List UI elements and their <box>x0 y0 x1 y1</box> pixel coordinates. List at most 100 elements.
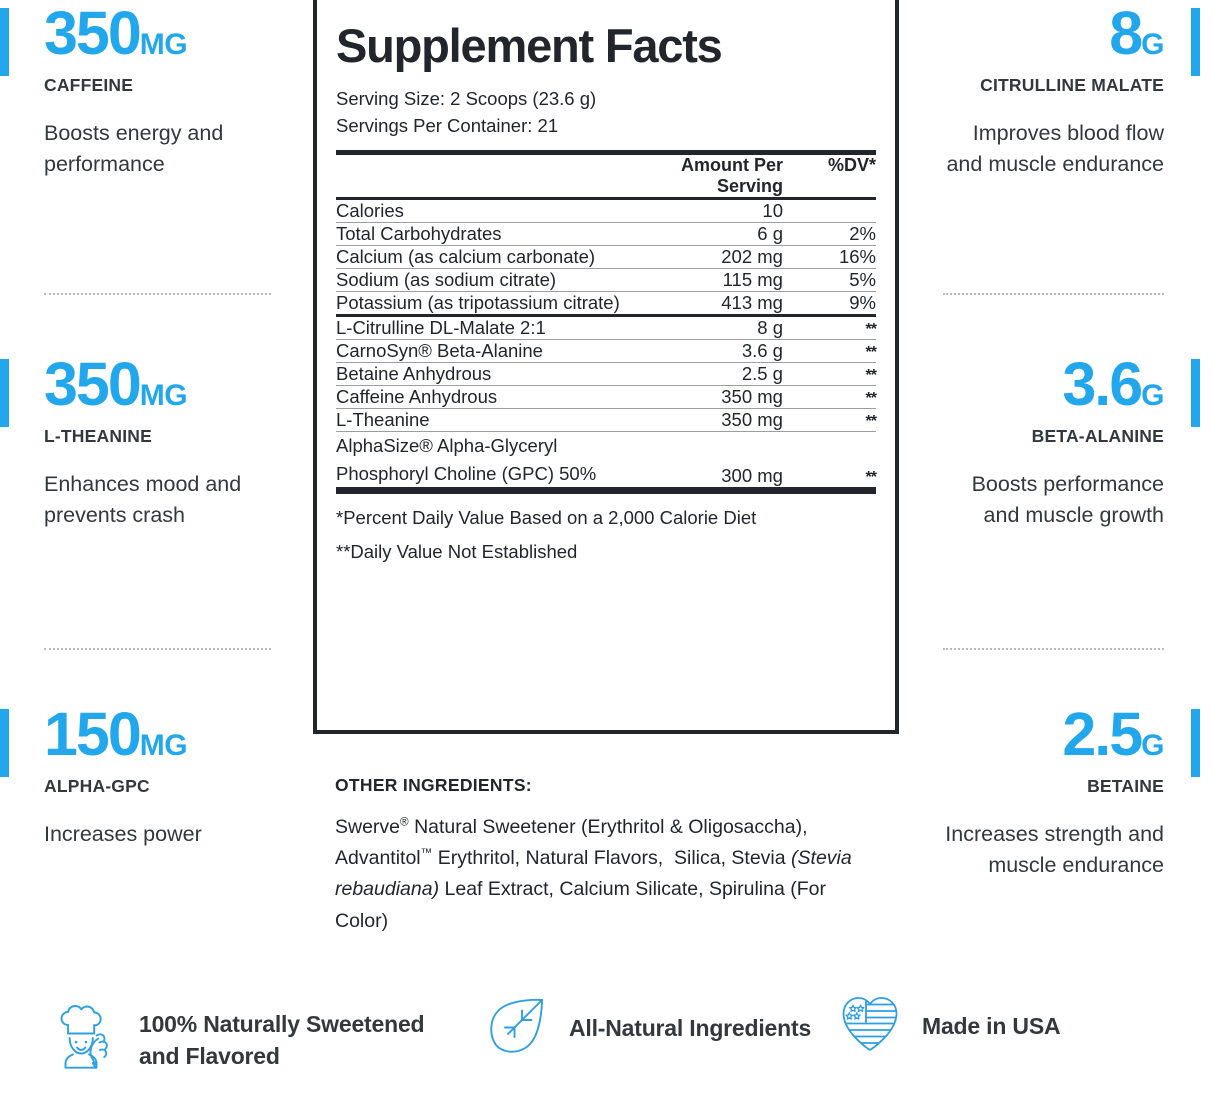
callout-benefit: Boosts performance and muscle growth <box>971 471 1164 528</box>
row-dv: ** <box>794 339 877 363</box>
row-amount: 2.5 g <box>643 362 795 386</box>
badge-naturally-sweetened: 100% Naturally Sweetened and Flavored <box>55 995 455 1074</box>
table-row: Potassium (as tripotassium citrate) 413 … <box>336 291 876 316</box>
other-ingredients-title: OTHER INGREDIENTS: <box>335 775 532 795</box>
rule-above-headers <box>336 150 876 156</box>
accent-bar-icon <box>1191 359 1200 427</box>
table-row: CarnoSyn® Beta-Alanine 3.6 g ** <box>336 339 877 363</box>
callout-ingredient-name: ALPHA-GPC <box>44 775 150 796</box>
row-name: Total Carbohydrates <box>336 222 644 246</box>
row-amount: 350 mg <box>643 408 795 432</box>
footnote-percent-dv: *Percent Daily Value Based on a 2,000 Ca… <box>336 507 757 529</box>
row-amount: 6 g <box>643 222 795 246</box>
table-row: Total Carbohydrates 6 g 2% <box>336 222 876 246</box>
callout-betaine: 2.5G BETAINE Increases strength and musc… <box>901 700 1214 882</box>
row-name: Calories <box>336 197 644 223</box>
row-dv <box>794 197 876 223</box>
table-row: AlphaSize® Alpha-Glyceryl Phosphoryl Cho… <box>336 431 877 488</box>
callout-ingredient-name: BETA-ALANINE <box>1031 425 1164 446</box>
row-dv: ** <box>794 408 877 432</box>
row-dv: ** <box>794 385 877 409</box>
badge-made-in-usa: Made in USA <box>840 995 1200 1058</box>
callout-benefit: Increases power <box>44 821 202 846</box>
supplement-facts-panel: Supplement Facts Serving Size: 2 Scoops … <box>313 0 899 734</box>
row-dv: 16% <box>794 245 876 269</box>
callout-ingredient-name: CAFFEINE <box>44 74 134 95</box>
callout-citrulline-malate: 8G CITRULLINE MALATE Improves blood flow… <box>901 0 1214 181</box>
other-ingredients-section: OTHER INGREDIENTS: Swerve® Natural Sweet… <box>335 775 880 937</box>
divider-right-2 <box>943 648 1164 650</box>
row-dv: ** <box>794 431 877 488</box>
row-name: Potassium (as tripotassium citrate) <box>336 291 644 316</box>
header-percent-dv: %DV* <box>827 155 876 176</box>
accent-bar-icon <box>1191 709 1200 777</box>
callout-benefit: Increases strength and muscle endurance <box>945 821 1164 878</box>
accent-bar-icon <box>0 359 9 427</box>
table-header-row: Amount Per Serving %DV* <box>336 155 876 199</box>
callout-amount: 8G <box>1109 0 1164 67</box>
table-row: L-Theanine 350 mg ** <box>336 408 877 432</box>
accent-bar-icon <box>0 8 9 76</box>
callout-amount: 350MG <box>44 350 188 418</box>
servings-per-container-line: Servings Per Container: 21 <box>336 115 559 137</box>
callout-beta-alanine: 3.6G BETA-ALANINE Boosts performance and… <box>901 350 1214 532</box>
table-row: Sodium (as sodium citrate) 115 mg 5% <box>336 268 876 292</box>
row-amount: 10 <box>643 197 795 223</box>
row-dv: 9% <box>794 291 876 316</box>
divider-left-1 <box>44 293 271 295</box>
accent-bar-icon <box>1191 8 1200 76</box>
row-amount: 3.6 g <box>643 339 795 363</box>
badge-label: Made in USA <box>922 1012 1061 1039</box>
chef-icon <box>55 1005 117 1074</box>
row-name: Sodium (as sodium citrate) <box>336 268 644 292</box>
row-dv: ** <box>794 314 877 340</box>
badge-all-natural: All-Natural Ingredients <box>485 995 830 1062</box>
divider-left-2 <box>44 648 271 650</box>
header-blank <box>336 155 644 199</box>
callout-benefit: Improves blood flow and muscle endurance <box>946 120 1164 177</box>
callout-amount: 150MG <box>44 700 188 768</box>
accent-bar-icon <box>0 709 9 777</box>
callout-ingredient-name: L-THEANINE <box>44 425 152 446</box>
row-name: L-Theanine <box>336 408 644 432</box>
row-amount: 413 mg <box>643 291 795 316</box>
supplement-facts-table: Amount Per Serving %DV* Calories 10 Tota… <box>336 155 877 488</box>
row-name: Caffeine Anhydrous <box>336 385 644 409</box>
leaf-icon <box>485 995 547 1062</box>
row-dv: ** <box>794 362 877 386</box>
row-dv: 5% <box>794 268 876 292</box>
row-amount: 115 mg <box>643 268 795 292</box>
row-amount: 202 mg <box>643 245 795 269</box>
row-amount: 8 g <box>643 314 795 340</box>
row-name: CarnoSyn® Beta-Alanine <box>336 339 644 363</box>
callout-benefit: Boosts energy and performance <box>44 120 224 177</box>
callout-ingredient-name: BETAINE <box>1087 775 1164 796</box>
row-name: Betaine Anhydrous <box>336 362 644 386</box>
badge-label: All-Natural Ingredients <box>569 1014 812 1041</box>
callout-alpha-gpc: 150MG ALPHA-GPC Increases power <box>0 700 313 850</box>
row-name: L-Citrulline DL-Malate 2:1 <box>336 314 644 340</box>
table-row: L-Citrulline DL-Malate 2:1 8 g ** <box>336 314 877 340</box>
left-callout-column: 350MG CAFFEINE Boosts energy and perform… <box>0 0 313 960</box>
callout-benefit: Enhances mood and prevents crash <box>44 471 242 528</box>
callout-caffeine: 350MG CAFFEINE Boosts energy and perform… <box>0 3 313 181</box>
other-ingredients-body: Swerve® Natural Sweetener (Erythritol & … <box>335 815 852 932</box>
callout-amount: 3.6G <box>1062 350 1164 418</box>
table-row: Betaine Anhydrous 2.5 g ** <box>336 362 877 386</box>
footnote-dv-not-established: **Daily Value Not Established <box>336 541 578 563</box>
callout-l-theanine: 350MG L-THEANINE Enhances mood and preve… <box>0 350 313 532</box>
serving-size-line: Serving Size: 2 Scoops (23.6 g) <box>336 88 597 109</box>
table-row: Caffeine Anhydrous 350 mg ** <box>336 385 877 409</box>
supplement-facts-title: Supplement Facts <box>336 19 723 72</box>
usa-heart-flag-icon <box>840 995 900 1058</box>
divider-right-1 <box>943 293 1164 295</box>
header-amount-per-serving: Amount Per Serving <box>680 155 783 197</box>
row-name: Calcium (as calcium carbonate) <box>336 245 644 269</box>
row-amount: 350 mg <box>643 385 795 409</box>
badge-label: 100% Naturally Sweetened and Flavored <box>139 1011 425 1069</box>
supplement-facts-box: Supplement Facts Serving Size: 2 Scoops … <box>313 0 899 734</box>
row-dv: 2% <box>794 222 876 246</box>
table-row: Calories 10 <box>336 197 876 223</box>
callout-amount: 2.5G <box>1062 700 1164 768</box>
